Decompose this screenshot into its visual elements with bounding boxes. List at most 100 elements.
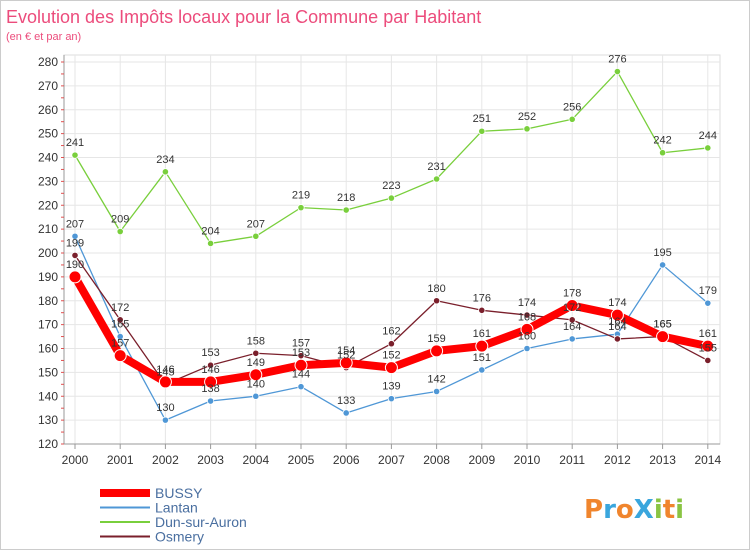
data-label-osmery: 174 [518,297,536,309]
data-point-dun-sur-auron [387,194,395,202]
data-point-bussy [204,375,218,389]
data-point-osmery [568,316,576,324]
data-point-dun-sur-auron [432,175,441,183]
x-tick-label: 2002 [152,453,179,467]
data-point-osmery [387,340,395,348]
data-label-bussy: 153 [292,347,310,359]
x-tick-label: 2006 [333,453,360,467]
data-label-osmery: 152 [337,350,355,362]
data-label-osmery: 180 [427,283,445,295]
data-label-lantan: 160 [518,331,536,343]
data-label-lantan: 140 [247,378,265,390]
data-point-lantan [658,261,667,269]
x-tick-label: 2001 [107,453,134,467]
y-tick-label: 180 [38,294,58,308]
data-label-dun-sur-auron: 244 [699,130,717,142]
data-label-osmery: 172 [111,302,129,314]
data-label-dun-sur-auron: 204 [201,225,219,237]
data-point-lantan [478,366,486,374]
logo-text: ProXiti [584,495,684,525]
data-point-dun-sur-auron [207,239,215,248]
data-label-bussy: 190 [66,259,84,271]
data-label-dun-sur-auron: 242 [653,135,671,147]
data-point-dun-sur-auron [704,144,712,152]
data-point-osmery [478,306,486,314]
data-point-bussy [565,299,579,313]
x-tick-label: 2005 [288,453,315,467]
data-label-lantan: 164 [563,321,581,333]
data-label-lantan: 164 [608,316,626,328]
legend-label-lantan: Lantan [155,500,198,516]
data-point-lantan [71,232,79,240]
data-label-osmery: 153 [201,347,219,359]
y-tick-label: 190 [38,270,58,284]
data-label-osmery: 172 [563,302,581,314]
data-point-lantan [297,383,305,391]
data-point-osmery [116,316,124,324]
data-label-osmery: 165 [653,319,671,331]
data-label-bussy: 157 [111,338,129,350]
data-label-dun-sur-auron: 209 [111,214,129,226]
data-label-dun-sur-auron: 276 [608,54,626,66]
data-label-lantan: 144 [292,369,310,381]
x-tick-label: 2003 [197,453,224,467]
x-tick-label: 2007 [378,453,405,467]
data-point-osmery [252,349,260,357]
data-point-bussy [520,322,534,336]
axes: 120 130 140 150 160 170 180 190 200 210 220 230 240 2… [38,55,721,467]
data-label-osmery: 162 [382,326,400,338]
data-point-dun-sur-auron [658,149,667,157]
data-point-osmery [71,251,79,259]
data-label-osmery: 157 [292,338,310,350]
legend-label-bussy: BUSSY [155,485,203,501]
chart-title: Evolution des Impôts locaux pour la Comm… [6,7,481,27]
y-tick-label: 220 [38,198,58,212]
y-tick-label: 120 [38,437,58,451]
data-point-dun-sur-auron [613,67,622,76]
data-point-bussy [656,330,670,344]
data-point-bussy [339,356,353,370]
data-point-lantan [342,409,350,417]
data-point-dun-sur-auron [478,127,486,135]
data-point-osmery [613,335,622,343]
data-label-dun-sur-auron: 207 [247,218,265,230]
data-label-osmery: 158 [247,335,265,347]
y-tick-label: 150 [38,365,58,379]
data-point-dun-sur-auron [116,227,124,236]
data-point-dun-sur-auron [568,115,576,123]
y-tick-label: 210 [38,222,58,236]
data-point-bussy [68,270,82,284]
data-point-osmery [704,356,712,365]
data-label-lantan: 139 [382,381,400,393]
data-label-dun-sur-auron: 241 [66,137,84,149]
x-tick-label: 2009 [468,453,495,467]
data-point-lantan [387,395,395,403]
data-label-lantan: 207 [66,218,84,230]
data-point-bussy [430,344,444,358]
data-label-bussy: 168 [518,311,536,323]
data-label-dun-sur-auron: 231 [427,161,445,173]
data-label-bussy: 146 [201,364,219,376]
data-point-bussy [610,308,624,322]
data-point-lantan [161,416,169,424]
data-label-lantan: 138 [201,383,219,395]
data-label-osmery: 176 [473,292,491,304]
chart-subtitle: (en € et par an) [6,31,81,43]
data-label-osmery: 145 [156,366,174,378]
y-tick-label: 270 [38,79,58,93]
data-point-osmery [523,311,531,319]
data-point-dun-sur-auron [71,151,79,159]
data-point-bussy [113,349,127,363]
series [68,67,715,424]
y-tick-label: 280 [38,55,58,69]
data-point-lantan [252,392,260,400]
data-point-lantan [116,332,124,341]
data-label-dun-sur-auron: 256 [563,101,581,113]
data-point-osmery [207,361,215,369]
data-label-bussy: 149 [247,357,265,369]
data-label-lantan: 133 [337,395,355,407]
data-label-dun-sur-auron: 234 [156,154,174,166]
